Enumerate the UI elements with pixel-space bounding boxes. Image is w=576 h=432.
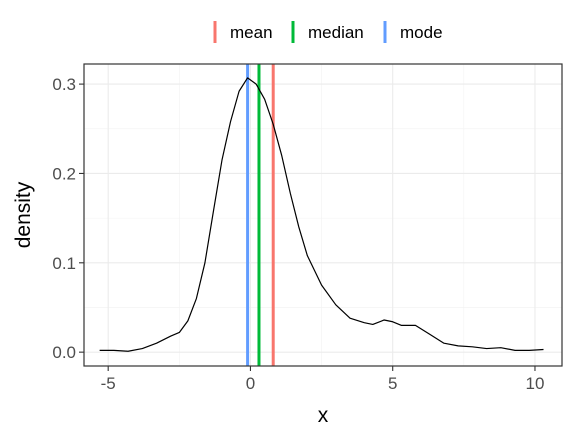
legend-label-mean: mean bbox=[230, 23, 273, 42]
plot-panel-border bbox=[83, 63, 563, 367]
y-axis-title: density bbox=[12, 181, 35, 248]
y-tick-label: 0.1 bbox=[52, 254, 76, 273]
legend-item-mode: mode bbox=[383, 21, 443, 43]
y-tick-label: 0.0 bbox=[52, 343, 76, 362]
x-tick-label: 0 bbox=[246, 374, 255, 393]
legend-item-mean: mean bbox=[213, 21, 273, 43]
legend: mean median mode bbox=[213, 21, 443, 43]
y-axis-ticks: 0.0 0.1 0.2 0.3 bbox=[52, 75, 84, 362]
statistic-lines bbox=[246, 64, 275, 366]
x-tick-label: 5 bbox=[388, 374, 397, 393]
density-series bbox=[99, 77, 544, 352]
density-curve bbox=[99, 77, 544, 352]
legend-item-median: median bbox=[291, 21, 364, 43]
x-axis-ticks: -5 0 5 10 bbox=[101, 366, 545, 393]
legend-label-mode: mode bbox=[400, 23, 443, 42]
legend-label-median: median bbox=[308, 23, 364, 42]
x-tick-label: -5 bbox=[101, 374, 116, 393]
x-tick-label: 10 bbox=[526, 374, 545, 393]
plot-grid bbox=[84, 64, 562, 366]
y-tick-label: 0.2 bbox=[52, 164, 76, 183]
y-tick-label: 0.3 bbox=[52, 75, 76, 94]
x-axis-title: x bbox=[318, 404, 329, 427]
